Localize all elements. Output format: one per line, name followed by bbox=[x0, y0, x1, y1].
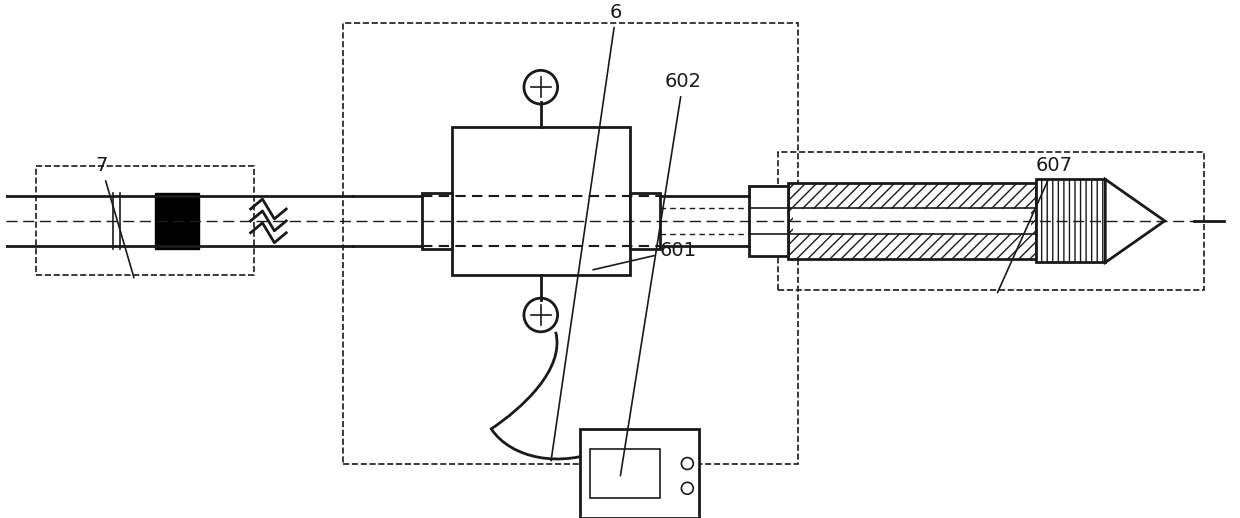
Circle shape bbox=[682, 482, 693, 494]
Text: 6: 6 bbox=[551, 3, 622, 461]
Text: 602: 602 bbox=[620, 72, 702, 476]
Bar bbox=[36, 166, 253, 276]
Bar bbox=[422, 193, 451, 249]
Bar bbox=[590, 449, 660, 498]
Bar bbox=[342, 23, 799, 464]
Bar bbox=[749, 186, 789, 255]
Bar bbox=[580, 429, 699, 518]
Bar bbox=[630, 193, 660, 249]
Text: 607: 607 bbox=[997, 156, 1073, 293]
Circle shape bbox=[682, 457, 693, 469]
Text: 601: 601 bbox=[593, 240, 697, 270]
Polygon shape bbox=[1105, 179, 1164, 263]
Bar bbox=[1035, 179, 1105, 263]
Bar bbox=[789, 183, 1035, 258]
Bar bbox=[779, 152, 1204, 290]
Text: 7: 7 bbox=[95, 156, 134, 278]
Bar bbox=[451, 127, 630, 276]
Bar bbox=[794, 209, 1030, 233]
Bar bbox=[155, 193, 200, 249]
